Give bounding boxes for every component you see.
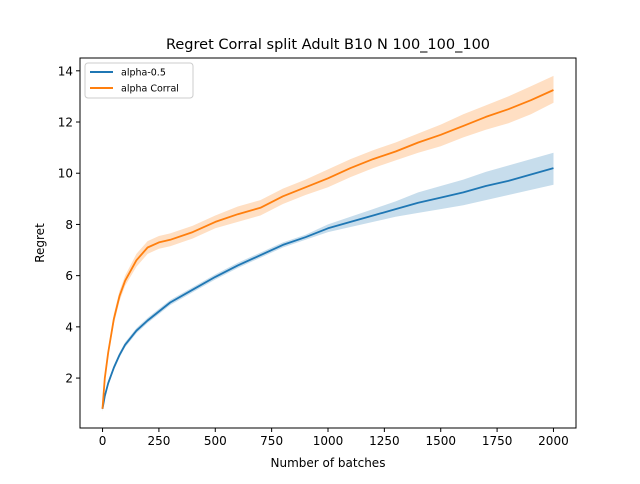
x-tick-label: 1000: [313, 434, 344, 448]
y-axis-label: Regret: [33, 223, 47, 263]
y-tick-label: 6: [65, 269, 73, 283]
x-tick-label: 500: [204, 434, 227, 448]
y-tick-label: 14: [58, 64, 73, 78]
y-tick-label: 8: [65, 218, 73, 232]
legend-label-alpha-corral: alpha Corral: [121, 84, 179, 95]
y-tick-label: 12: [58, 116, 73, 130]
x-tick-label: 250: [147, 434, 170, 448]
x-tick-label: 1750: [482, 434, 513, 448]
x-tick-label: 750: [260, 434, 283, 448]
x-tick-label: 1250: [369, 434, 400, 448]
y-tick-label: 4: [65, 320, 73, 334]
x-axis: 0 250 500 750 1000 1250 1500 1750 2000: [99, 428, 569, 448]
legend: alpha-0.5 alpha Corral: [84, 62, 194, 99]
y-tick-label: 2: [65, 372, 73, 386]
series-line-alpha-0-5: [101, 167, 554, 409]
x-axis-label: Number of batches: [271, 456, 386, 470]
x-tick-label: 0: [99, 434, 107, 448]
x-tick-label: 1500: [425, 434, 456, 448]
y-tick-label: 10: [58, 167, 73, 181]
x-tick-label: 2000: [538, 434, 569, 448]
plot-area: [101, 75, 554, 412]
confidence-band-alpha-0-5: [102, 152, 554, 412]
series-line-alpha-corral: [101, 89, 554, 409]
y-axis: 2 4 6 8 10 12 14: [58, 64, 80, 386]
chart-title: Regret Corral split Adult B10 N 100_100_…: [166, 37, 490, 53]
legend-label-alpha-0-5: alpha-0.5: [121, 68, 166, 79]
